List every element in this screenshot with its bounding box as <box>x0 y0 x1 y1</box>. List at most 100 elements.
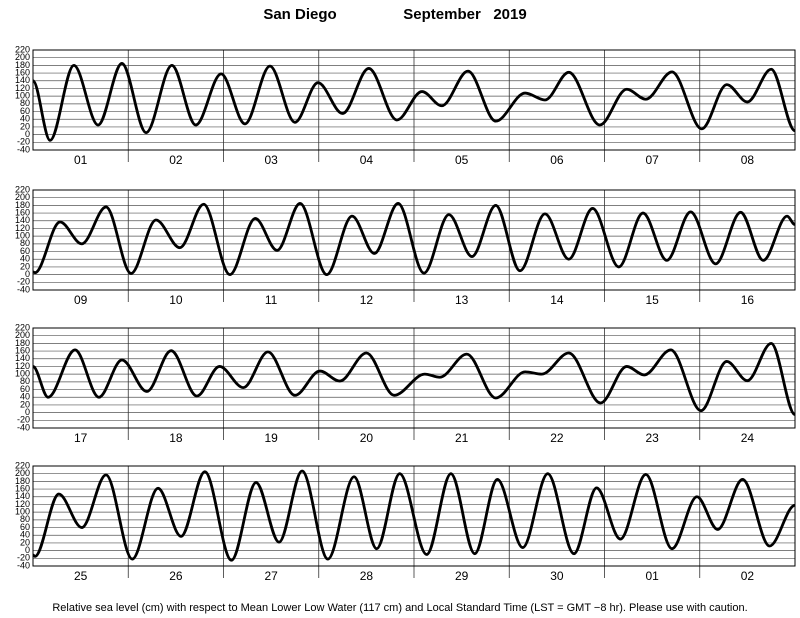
day-label: 06 <box>550 153 564 167</box>
y-tick-label: 160 <box>15 345 30 355</box>
day-label: 13 <box>455 293 469 307</box>
y-tick-label: -40 <box>17 144 30 154</box>
y-tick-label: -20 <box>17 137 30 147</box>
y-tick-label: -40 <box>17 560 30 570</box>
y-tick-label: 200 <box>15 330 30 340</box>
day-label: 04 <box>360 153 374 167</box>
day-label: 02 <box>741 569 755 583</box>
y-tick-label: 80 <box>20 514 30 524</box>
y-tick-label: 120 <box>15 361 30 371</box>
day-label: 16 <box>741 293 755 307</box>
day-label: 18 <box>169 431 183 445</box>
y-tick-label: 20 <box>20 537 30 547</box>
day-label: 02 <box>169 153 183 167</box>
y-tick-label: 180 <box>15 476 30 486</box>
chart-title: San Diego <box>263 6 336 23</box>
day-label: 28 <box>360 569 374 583</box>
y-tick-label: 60 <box>20 246 30 256</box>
day-label: 19 <box>264 431 278 445</box>
y-tick-label: 40 <box>20 114 30 124</box>
y-tick-label: 140 <box>15 353 30 363</box>
y-tick-label: 160 <box>15 483 30 493</box>
day-label: 17 <box>74 431 88 445</box>
chart-subtitle: September 2019 <box>403 6 526 23</box>
y-tick-label: 200 <box>15 192 30 202</box>
panel-frame <box>32 189 796 291</box>
y-tick-label: 60 <box>20 384 30 394</box>
day-label: 11 <box>265 293 278 307</box>
y-tick-label: 180 <box>15 60 30 70</box>
y-tick-label: 120 <box>15 223 30 233</box>
day-label: 20 <box>360 431 374 445</box>
caption: Relative sea level (cm) with respect to … <box>52 602 747 614</box>
y-tick-label: 60 <box>20 522 30 532</box>
y-tick-label: 40 <box>20 254 30 264</box>
y-tick-label: -20 <box>17 415 30 425</box>
y-tick-label: 220 <box>15 322 30 332</box>
day-label: 01 <box>74 153 88 167</box>
day-label: 14 <box>550 293 564 307</box>
day-label: 01 <box>645 569 659 583</box>
y-tick-label: 140 <box>15 215 30 225</box>
day-label: 22 <box>550 431 564 445</box>
y-tick-label: 80 <box>20 376 30 386</box>
day-label: 10 <box>169 293 183 307</box>
y-tick-label: 120 <box>15 83 30 93</box>
day-label: 26 <box>169 569 183 583</box>
y-tick-label: 200 <box>15 468 30 478</box>
y-tick-label: 180 <box>15 338 30 348</box>
y-tick-label: 120 <box>15 499 30 509</box>
day-label: 12 <box>360 293 374 307</box>
y-tick-label: 220 <box>15 460 30 470</box>
y-tick-label: -40 <box>17 422 30 432</box>
y-tick-label: 180 <box>15 200 30 210</box>
panel-frame <box>32 327 796 429</box>
day-label: 30 <box>550 569 564 583</box>
day-label: 25 <box>74 569 88 583</box>
y-tick-label: 60 <box>20 106 30 116</box>
y-tick-label: 80 <box>20 98 30 108</box>
day-label: 27 <box>264 569 278 583</box>
y-tick-label: 0 <box>25 407 30 417</box>
day-label: 24 <box>741 431 755 445</box>
y-tick-label: 20 <box>20 121 30 131</box>
y-tick-label: 100 <box>15 91 30 101</box>
y-tick-label: 140 <box>15 491 30 501</box>
y-tick-label: 220 <box>15 184 30 194</box>
day-label: 23 <box>645 431 659 445</box>
y-tick-label: 160 <box>15 207 30 217</box>
y-tick-label: 100 <box>15 369 30 379</box>
y-tick-label: 20 <box>20 399 30 409</box>
day-label: 09 <box>74 293 88 307</box>
y-tick-label: 140 <box>15 75 30 85</box>
day-label: 29 <box>455 569 469 583</box>
tide-line <box>31 62 797 142</box>
y-tick-label: 40 <box>20 392 30 402</box>
y-tick-label: 20 <box>20 261 30 271</box>
y-tick-label: 200 <box>15 52 30 62</box>
tide-line <box>32 341 797 416</box>
y-tick-label: 0 <box>25 545 30 555</box>
day-label: 05 <box>455 153 469 167</box>
y-tick-label: 160 <box>15 67 30 77</box>
y-tick-label: 100 <box>15 507 30 517</box>
day-label: 15 <box>645 293 659 307</box>
y-tick-label: -20 <box>17 277 30 287</box>
day-label: 08 <box>741 153 755 167</box>
y-tick-label: -20 <box>17 553 30 563</box>
y-tick-label: 100 <box>15 231 30 241</box>
day-label: 21 <box>455 431 469 445</box>
panel-frame <box>32 465 796 567</box>
day-label: 07 <box>645 153 659 167</box>
day-label: 03 <box>264 153 278 167</box>
tide-line <box>32 202 796 277</box>
panel-frame <box>32 49 796 151</box>
y-tick-label: 40 <box>20 530 30 540</box>
y-tick-label: 80 <box>20 238 30 248</box>
tide-line <box>32 469 796 562</box>
y-tick-label: 0 <box>25 129 30 139</box>
y-tick-label: 0 <box>25 269 30 279</box>
y-tick-label: -40 <box>17 284 30 294</box>
y-tick-label: 220 <box>15 44 30 54</box>
